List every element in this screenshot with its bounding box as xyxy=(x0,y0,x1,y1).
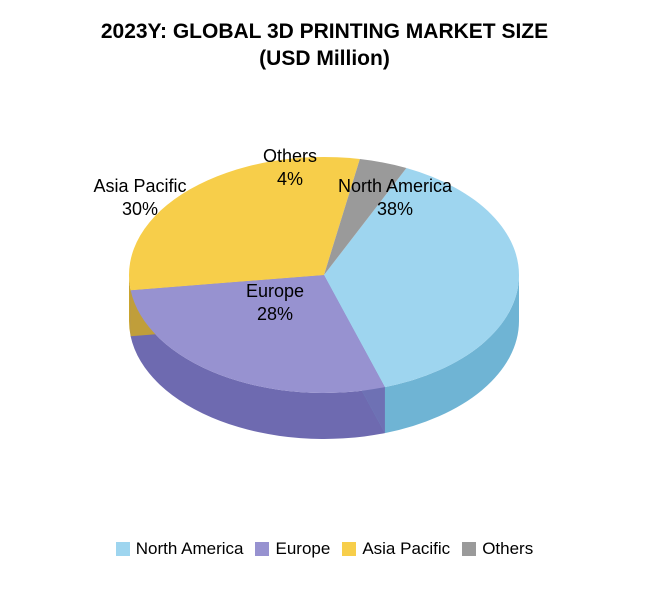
slice-label-name: Others xyxy=(263,146,317,166)
pie-chart: North America 38% Europe 28% Asia Pacific 30%… xyxy=(0,90,649,470)
legend-item: Asia Pacific xyxy=(342,539,450,559)
legend-label: North America xyxy=(136,539,244,559)
chart-title-line1: 2023Y: GLOBAL 3D PRINTING MARKET SIZE xyxy=(101,20,548,43)
legend-swatch xyxy=(342,542,356,556)
legend-item: Europe xyxy=(255,539,330,559)
chart-title: 2023Y: GLOBAL 3D PRINTING MARKET SIZE (U… xyxy=(0,0,649,73)
legend-swatch xyxy=(462,542,476,556)
slice-label: North America 38% xyxy=(338,175,452,220)
legend: North America Europe Asia Pacific Others xyxy=(0,539,649,561)
legend-item: North America xyxy=(116,539,244,559)
slice-label-name: Asia Pacific xyxy=(93,176,186,196)
slice-label-name: Europe xyxy=(246,281,304,301)
chart-container: 2023Y: GLOBAL 3D PRINTING MARKET SIZE (U… xyxy=(0,0,649,589)
legend-label: Others xyxy=(482,539,533,559)
legend-swatch xyxy=(116,542,130,556)
pie-svg xyxy=(0,90,649,470)
slice-label-pct: 28% xyxy=(257,304,293,324)
slice-label-pct: 30% xyxy=(122,199,158,219)
legend-swatch xyxy=(255,542,269,556)
slice-label: Asia Pacific 30% xyxy=(93,175,186,220)
legend-label: Europe xyxy=(275,539,330,559)
slice-label: Others 4% xyxy=(263,145,317,190)
slice-label-name: North America xyxy=(338,176,452,196)
slice-label-pct: 4% xyxy=(277,169,303,189)
legend-item: Others xyxy=(462,539,533,559)
slice-label-pct: 38% xyxy=(377,199,413,219)
slice-label: Europe 28% xyxy=(246,280,304,325)
legend-label: Asia Pacific xyxy=(362,539,450,559)
chart-title-line2: (USD Million) xyxy=(259,47,390,70)
